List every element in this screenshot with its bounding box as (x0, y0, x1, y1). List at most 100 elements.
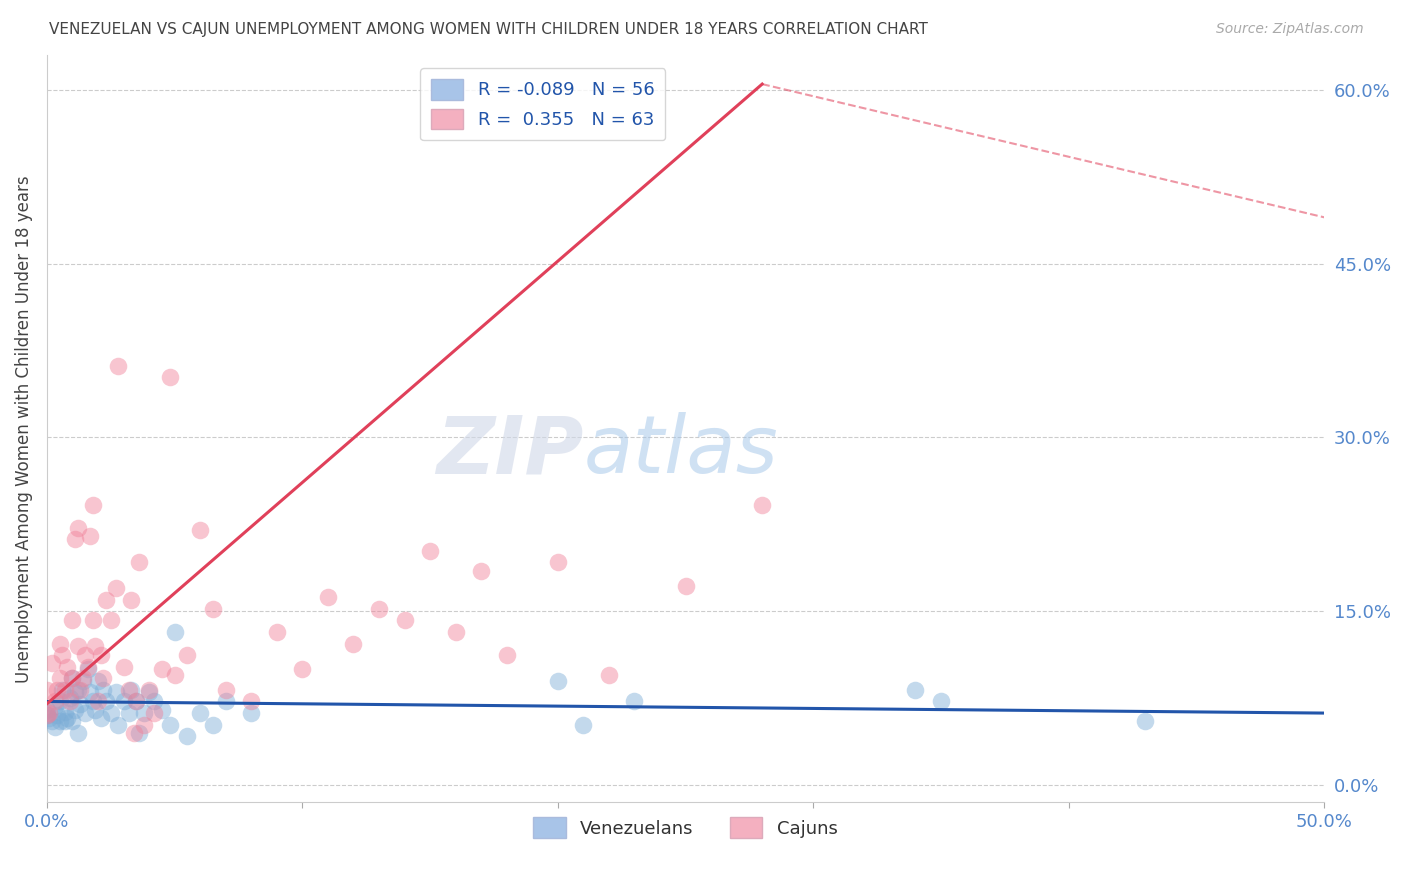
Point (159, 370, 181, 384)
Point (929, 694, 952, 708)
Point (240, 694, 263, 708)
Point (35, 703, 58, 717)
Point (53, 705, 76, 719)
Text: atlas: atlas (583, 412, 778, 490)
Point (138, 685, 160, 699)
Point (132, 717, 155, 731)
Point (132, 706, 155, 720)
Point (495, 648, 517, 662)
Point (100, 706, 122, 720)
Point (117, 706, 139, 720)
Point (128, 556, 150, 570)
Point (66, 725, 89, 739)
Point (72, 671, 94, 685)
Point (143, 706, 166, 720)
Point (56, 659, 79, 673)
Point (59, 694, 82, 708)
Y-axis label: Unemployment Among Women with Children Under 18 years: Unemployment Among Women with Children U… (15, 175, 32, 682)
Point (63, 533, 86, 547)
Point (75, 648, 97, 662)
Point (751, 498, 773, 512)
Point (79, 685, 101, 699)
Point (35, 708, 58, 723)
Point (51, 682, 73, 697)
Point (104, 685, 127, 699)
Point (100, 614, 122, 628)
Point (87, 694, 110, 708)
Point (547, 556, 569, 570)
Point (90, 711, 112, 725)
Point (1135, 714, 1157, 729)
Point (291, 662, 314, 676)
Point (120, 682, 142, 697)
Point (138, 682, 160, 697)
Point (66, 521, 89, 535)
Point (38, 711, 60, 725)
Point (48, 636, 70, 650)
Point (48, 671, 70, 685)
Point (44, 720, 66, 734)
Point (163, 625, 186, 640)
Point (368, 602, 391, 616)
Point (41, 714, 63, 729)
Point (572, 717, 595, 731)
Point (94, 592, 117, 607)
Point (46, 708, 69, 723)
Point (117, 682, 139, 697)
Point (419, 544, 441, 558)
Point (82, 614, 104, 628)
Point (62, 671, 84, 685)
Point (91, 682, 114, 697)
Point (176, 648, 198, 662)
Point (66, 639, 89, 653)
Point (90, 648, 112, 662)
Point (904, 682, 927, 697)
Point (66, 682, 89, 697)
Point (63, 703, 86, 717)
Point (675, 579, 697, 593)
Point (188, 523, 211, 537)
Point (82, 498, 104, 512)
Point (444, 625, 467, 640)
Point (53, 714, 76, 729)
Point (107, 359, 129, 373)
Point (598, 668, 620, 682)
Text: ZIP: ZIP (436, 412, 583, 490)
Point (547, 673, 569, 688)
Point (76, 662, 98, 676)
Point (104, 581, 127, 595)
Point (79, 529, 101, 543)
Point (188, 706, 211, 720)
Point (87, 673, 110, 688)
Legend: Venezuelans, Cajuns: Venezuelans, Cajuns (526, 810, 845, 846)
Point (120, 592, 142, 607)
Point (150, 703, 173, 717)
Point (84, 703, 107, 717)
Point (75, 706, 97, 720)
Point (125, 694, 148, 708)
Point (240, 706, 263, 720)
Point (623, 694, 645, 708)
Point (215, 694, 238, 708)
Point (125, 694, 148, 708)
Point (48, 694, 70, 708)
Point (59, 691, 82, 706)
Point (44, 699, 66, 714)
Point (72, 673, 94, 688)
Point (38, 706, 60, 720)
Point (201, 717, 224, 731)
Point (342, 636, 364, 650)
Point (62, 614, 84, 628)
Point (35, 682, 58, 697)
Point (76, 659, 98, 673)
Point (150, 662, 173, 676)
Point (215, 682, 238, 697)
Point (82, 694, 104, 708)
Point (69, 697, 91, 711)
Point (69, 682, 91, 697)
Point (176, 729, 198, 743)
Point (316, 591, 339, 605)
Point (41, 657, 63, 671)
Text: Source: ZipAtlas.com: Source: ZipAtlas.com (1216, 22, 1364, 37)
Point (62, 671, 84, 685)
